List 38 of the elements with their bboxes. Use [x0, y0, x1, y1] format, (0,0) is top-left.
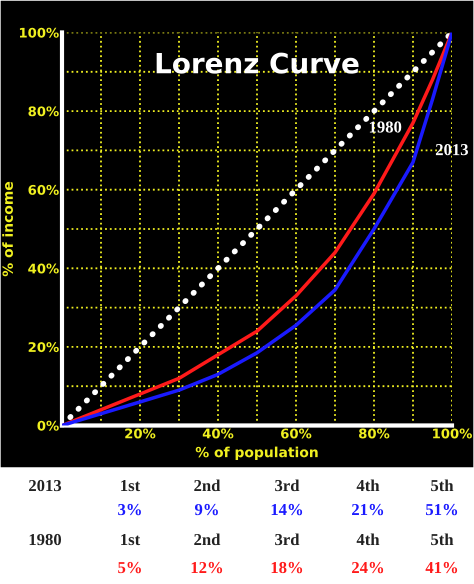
text: 3rd — [275, 533, 300, 546]
text: 5th — [431, 533, 454, 546]
x-axis-title: % of population — [196, 446, 318, 460]
x-tick-label: 60% — [281, 428, 312, 438]
text: 51% — [426, 504, 458, 516]
x-tick-label: 40% — [202, 428, 234, 438]
text: 9% — [194, 504, 218, 516]
text: 5% — [118, 562, 141, 574]
series-label: 1980 — [370, 121, 402, 133]
text: 14% — [272, 504, 302, 516]
text: 24% — [352, 562, 384, 574]
y-axis-title: % of income — [2, 182, 13, 276]
text: 2nd — [194, 479, 220, 492]
text: 21% — [352, 504, 384, 516]
series-label: 2013 — [436, 144, 468, 156]
x-tick-label: 100% — [433, 428, 472, 438]
y-tick-label: 100% — [20, 28, 59, 38]
y-tick-label: 40% — [28, 264, 59, 274]
text: 1980 — [30, 534, 62, 546]
text: 4th — [356, 533, 380, 546]
text: 4th — [356, 479, 380, 492]
y-tick-label: 80% — [28, 106, 59, 116]
text: 41% — [426, 562, 458, 574]
x-tick-label: 80% — [359, 428, 390, 438]
text: 2013 — [29, 480, 62, 492]
text: 5th — [431, 479, 454, 492]
y-tick-label: 60% — [28, 184, 59, 195]
y-tick-label: 20% — [28, 342, 59, 352]
x-tick-label: 20% — [125, 428, 156, 438]
text: 3rd — [275, 479, 300, 492]
text: 1st — [121, 534, 140, 546]
text: 18% — [272, 562, 302, 574]
text: Lorenz Curve — [156, 52, 359, 74]
text: 3% — [118, 504, 141, 516]
text: 1st — [121, 480, 140, 492]
y-tick-label: 0% — [37, 420, 59, 431]
text: 2nd — [194, 533, 220, 546]
text: 12% — [192, 562, 222, 574]
